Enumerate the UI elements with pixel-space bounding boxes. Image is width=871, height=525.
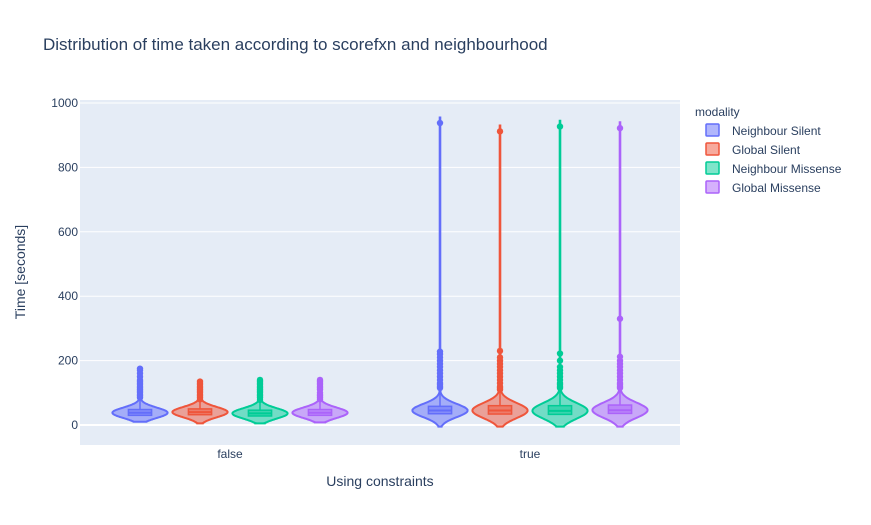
outlier-point: [436, 119, 444, 127]
violin-global-missense-false: [291, 376, 349, 424]
legend-swatch: [705, 161, 720, 175]
violin-body: [411, 116, 469, 428]
violin-body: [531, 119, 589, 428]
outlier-point: [556, 350, 564, 357]
violin-traces: [111, 116, 649, 428]
x-tick-label: false: [217, 447, 243, 461]
legend-label: Neighbour Missense: [732, 162, 842, 176]
violin-global-missense-true: [591, 121, 649, 428]
y-tick-labels: 0 200 400 600 800 1000: [51, 96, 78, 432]
violin-neighbour-missense-false: [231, 376, 289, 425]
legend-swatch: [705, 123, 720, 137]
outlier-point: [316, 376, 324, 384]
outlier-point: [556, 357, 564, 364]
legend-label: Global Missense: [732, 181, 821, 195]
legend-swatch: [705, 180, 720, 194]
outlier-point: [196, 378, 204, 385]
legend-swatch: [705, 142, 720, 156]
outlier-point: [436, 348, 444, 355]
outlier-point: [556, 123, 564, 130]
legend-label: Neighbour Silent: [732, 124, 821, 138]
legend: modality Neighbour Silent Global Silent Ne…: [695, 105, 842, 195]
y-axis-title: Time [seconds]: [12, 225, 28, 319]
legend-title: modality: [695, 105, 740, 119]
legend-label: Global Silent: [732, 143, 801, 157]
x-tick-label: true: [520, 447, 541, 461]
violin-neighbour-missense-true: [531, 119, 589, 428]
y-tick-label: 600: [58, 225, 78, 239]
violin-global-silent-false: [171, 378, 229, 425]
y-tick-label: 800: [58, 160, 78, 174]
outlier-point: [616, 124, 624, 132]
outlier-point: [136, 365, 144, 372]
outlier-point: [256, 376, 264, 384]
legend-item-global-missense[interactable]: Global Missense: [705, 180, 821, 195]
x-tick-labels: false true: [217, 447, 540, 461]
gridlines: [80, 102, 680, 426]
y-tick-label: 200: [58, 354, 78, 368]
legend-item-neighbour-missense[interactable]: Neighbour Missense: [705, 161, 842, 176]
x-axis-title: Using constraints: [326, 473, 433, 489]
outlier-point: [616, 315, 624, 322]
y-tick-label: 0: [71, 418, 78, 432]
y-tick-label: 1000: [51, 96, 78, 110]
outlier-point: [496, 347, 504, 355]
legend-item-global-silent[interactable]: Global Silent: [705, 142, 801, 157]
violin-body: [591, 121, 649, 428]
outlier-point: [616, 353, 624, 360]
chart-title: Distribution of time taken according to …: [43, 35, 548, 54]
violin-global-silent-true: [471, 124, 529, 428]
outlier-point: [556, 363, 564, 371]
violin-neighbour-silent-true: [411, 116, 469, 428]
violin-body: [471, 124, 529, 428]
legend-item-neighbour-silent[interactable]: Neighbour Silent: [705, 123, 821, 138]
outlier-point: [496, 354, 504, 361]
y-tick-label: 400: [58, 289, 78, 303]
plot-area: [80, 100, 680, 445]
violin-neighbour-silent-false: [111, 365, 169, 423]
outlier-point: [496, 128, 504, 135]
